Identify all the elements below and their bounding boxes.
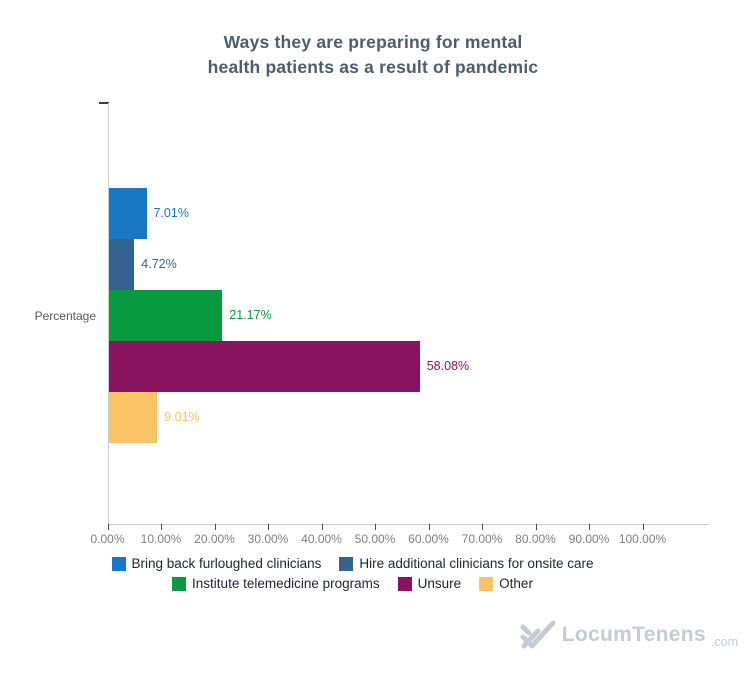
x-axis-tick-7 — [482, 524, 483, 530]
brand-suffix: .com — [710, 635, 738, 649]
x-axis-tick-label-9: 90.00% — [568, 532, 610, 546]
locumtenens-logo: LocumTenens .com — [519, 619, 738, 651]
legend-swatch-1 — [339, 556, 354, 571]
x-axis-tick-label-8: 80.00% — [515, 532, 556, 546]
x-axis-tick-label-0: 0.00% — [90, 532, 125, 546]
legend-swatch-3 — [397, 576, 412, 591]
x-axis-tick-1 — [161, 524, 162, 530]
legend-item-2: Institute telemedicine programs — [172, 576, 380, 591]
legend-item-4: Other — [479, 576, 533, 591]
bar-1 — [109, 239, 135, 290]
x-axis-tick-3 — [268, 524, 269, 530]
bar-row-3: 58.08% — [109, 341, 708, 392]
y-axis-line — [108, 103, 109, 525]
x-axis-tick-5 — [375, 524, 376, 530]
legend-label-4: Other — [499, 576, 533, 591]
legend-swatch-4 — [479, 576, 494, 591]
chart-title-line1: Ways they are preparing for mental — [223, 32, 523, 52]
bar-value-label-3: 58.08% — [426, 359, 470, 373]
bar-row-0: 7.01% — [109, 188, 708, 239]
bar-row-4: 9.01% — [109, 392, 708, 443]
plot-area: 7.01% 4.72% 21.17% 58.08% 9.01% — [109, 188, 708, 443]
brand-name: LocumTenens — [561, 623, 706, 646]
bar-0 — [109, 188, 147, 239]
legend-label-1: Hire additional clinicians for onsite ca… — [359, 556, 594, 571]
x-axis-tick-label-1: 10.00% — [140, 532, 182, 546]
chart-title: Ways they are preparing for mental healt… — [0, 30, 746, 80]
y-axis-top-tick — [99, 102, 109, 104]
bar-row-2: 21.17% — [109, 290, 708, 341]
x-axis-tick-label-10: 100.00% — [618, 532, 667, 546]
x-axis-tick-9 — [589, 524, 590, 530]
bar-row-1: 4.72% — [109, 239, 708, 290]
locumtenens-check-arrows-icon — [520, 620, 556, 649]
bar-4 — [109, 392, 158, 443]
x-axis-tick-6 — [428, 524, 430, 530]
x-axis-tick-label-3: 30.00% — [247, 532, 289, 546]
y-axis-category-label: Percentage — [34, 309, 96, 323]
legend-label-3: Unsure — [417, 576, 462, 591]
legend-item-1: Hire additional clinicians for onsite ca… — [339, 556, 593, 571]
legend-item-3: Unsure — [397, 576, 462, 591]
legend-label-0: Bring back furloughed clinicians — [131, 556, 322, 571]
x-axis-tick-label-6: 60.00% — [408, 532, 449, 546]
x-axis-tick-label-4: 40.00% — [301, 532, 342, 546]
legend-label-2: Institute telemedicine programs — [192, 576, 380, 591]
bar-2 — [109, 290, 223, 341]
bar-value-label-2: 21.17% — [229, 308, 272, 322]
x-axis-tick-4 — [321, 524, 323, 530]
x-axis-tick-label-2: 20.00% — [194, 532, 235, 546]
x-axis-tick-0 — [107, 524, 109, 530]
x-axis-tick-2 — [214, 524, 216, 530]
legend-swatch-0 — [111, 556, 126, 571]
x-axis-tick-label-5: 50.00% — [354, 532, 396, 546]
x-axis-tick-8 — [535, 524, 537, 530]
x-axis-tick-10 — [642, 524, 644, 530]
x-axis-line — [108, 524, 709, 525]
legend-item-0: Bring back furloughed clinicians — [111, 556, 322, 571]
bar-3 — [109, 341, 420, 392]
x-axis-tick-label-7: 70.00% — [461, 532, 503, 546]
bar-value-label-0: 7.01% — [153, 206, 189, 220]
bar-value-label-4: 9.01% — [164, 410, 200, 424]
legend-swatch-2 — [172, 576, 187, 591]
chart-legend: Bring back furloughed clinicians Hire add… — [80, 556, 625, 591]
chart-title-line2: health patients as a result of pandemic — [207, 57, 539, 77]
bar-value-label-1: 4.72% — [141, 257, 177, 271]
